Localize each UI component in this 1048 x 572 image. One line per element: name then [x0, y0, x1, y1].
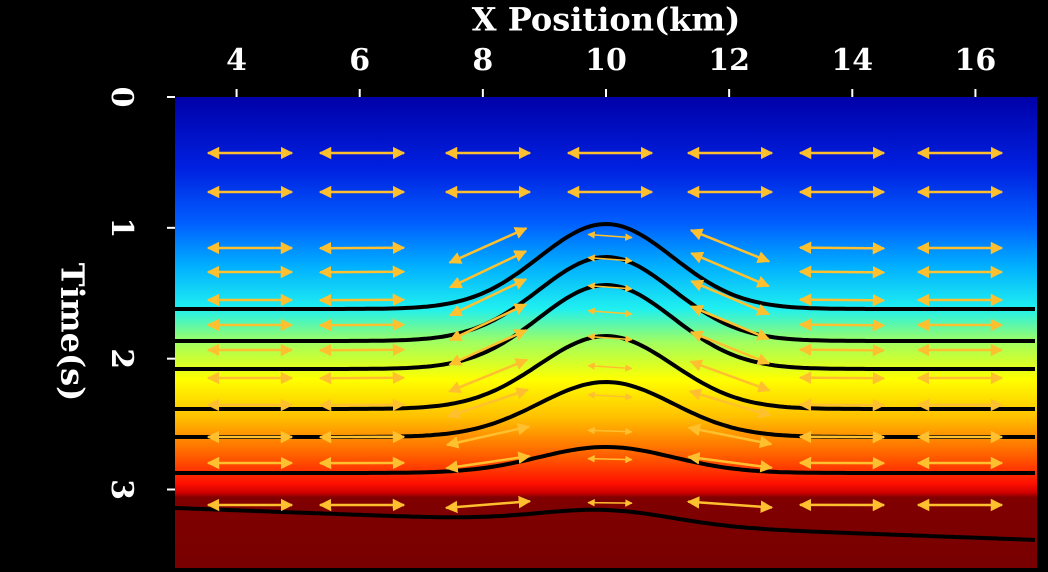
dip-arrow [587, 231, 633, 241]
image-background [175, 97, 1037, 568]
dip-arrow [587, 307, 633, 318]
dip-arrow [444, 495, 532, 514]
dip-arrow [689, 330, 771, 366]
dip-arrow [587, 498, 633, 507]
dip-arrow [318, 265, 406, 279]
y-tick-label: 3 [104, 479, 139, 500]
dip-arrow [689, 359, 771, 393]
y-axis-label: Time(s) [54, 263, 92, 401]
reflector [175, 506, 1036, 542]
dip-arrow [688, 388, 772, 419]
y-tick-label: 0 [104, 87, 139, 108]
reflector [175, 379, 1035, 439]
dip-arrow [587, 333, 633, 343]
y-tick-label: 2 [104, 348, 139, 369]
dip-arrow [445, 422, 531, 449]
dip-arrow [798, 241, 886, 255]
dip-arrow [798, 398, 886, 412]
dip-arrow [587, 391, 633, 401]
dip-arrow [587, 426, 633, 436]
dip-arrow [798, 293, 886, 307]
dip-arrow [446, 387, 530, 419]
dip-arrow [798, 371, 886, 385]
x-tick-label: 12 [708, 43, 750, 78]
dip-arrow [587, 362, 633, 372]
dip-arrow [318, 293, 406, 307]
x-tick-label: 14 [831, 43, 873, 78]
dip-arrow [687, 423, 773, 449]
dip-arrow [447, 358, 529, 394]
y-tick-label: 1 [104, 217, 139, 238]
dip-arrow [798, 343, 886, 357]
x-tick-label: 4 [226, 43, 247, 78]
dip-arrow [587, 282, 633, 293]
chart-title: X Position(km) [472, 1, 741, 39]
x-tick-label: 16 [955, 43, 997, 78]
dip-arrow [687, 452, 773, 473]
reflector [175, 221, 1035, 311]
dip-arrow [318, 318, 406, 332]
x-tick-label: 8 [472, 43, 493, 78]
x-tick-label: 6 [349, 43, 370, 78]
dip-arrow [587, 254, 633, 265]
dip-arrow [686, 496, 774, 514]
dip-arrow [445, 451, 531, 473]
dip-arrow [587, 455, 633, 464]
reflector [175, 445, 1035, 475]
dip-arrow [798, 265, 886, 279]
plot-layers [175, 146, 1036, 542]
dip-arrow [798, 318, 886, 332]
x-tick-label: 10 [585, 43, 627, 78]
